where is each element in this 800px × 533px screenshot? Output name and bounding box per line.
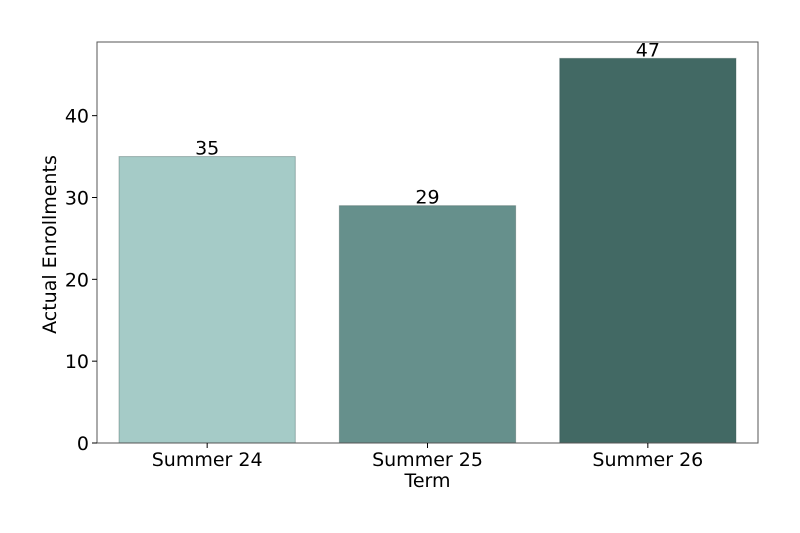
x-axis: Summer 24 Summer 25 Summer 26 bbox=[152, 443, 703, 471]
bars-group bbox=[118, 57, 737, 444]
y-tick-label: 10 bbox=[65, 351, 89, 373]
y-axis: 0 10 20 30 40 bbox=[65, 106, 97, 455]
x-tick-label: Summer 24 bbox=[152, 449, 263, 471]
bar-value-labels: 35 29 47 bbox=[195, 39, 660, 208]
y-tick-label: 0 bbox=[77, 433, 89, 455]
x-axis-title: Term bbox=[403, 470, 450, 492]
bar-value-label: 35 bbox=[195, 138, 219, 160]
y-tick-label: 40 bbox=[65, 106, 89, 128]
bar-3 bbox=[559, 57, 737, 444]
bar-1 bbox=[118, 156, 296, 444]
x-tick-label: Summer 25 bbox=[372, 449, 483, 471]
bar-value-label: 47 bbox=[636, 39, 660, 61]
bar-value-label: 29 bbox=[415, 187, 439, 209]
y-tick-label: 30 bbox=[65, 187, 89, 209]
y-tick-label: 20 bbox=[65, 269, 89, 291]
bar-2 bbox=[338, 205, 517, 444]
x-tick-label: Summer 26 bbox=[592, 449, 703, 471]
y-axis-title: Actual Enrollments bbox=[39, 155, 61, 334]
